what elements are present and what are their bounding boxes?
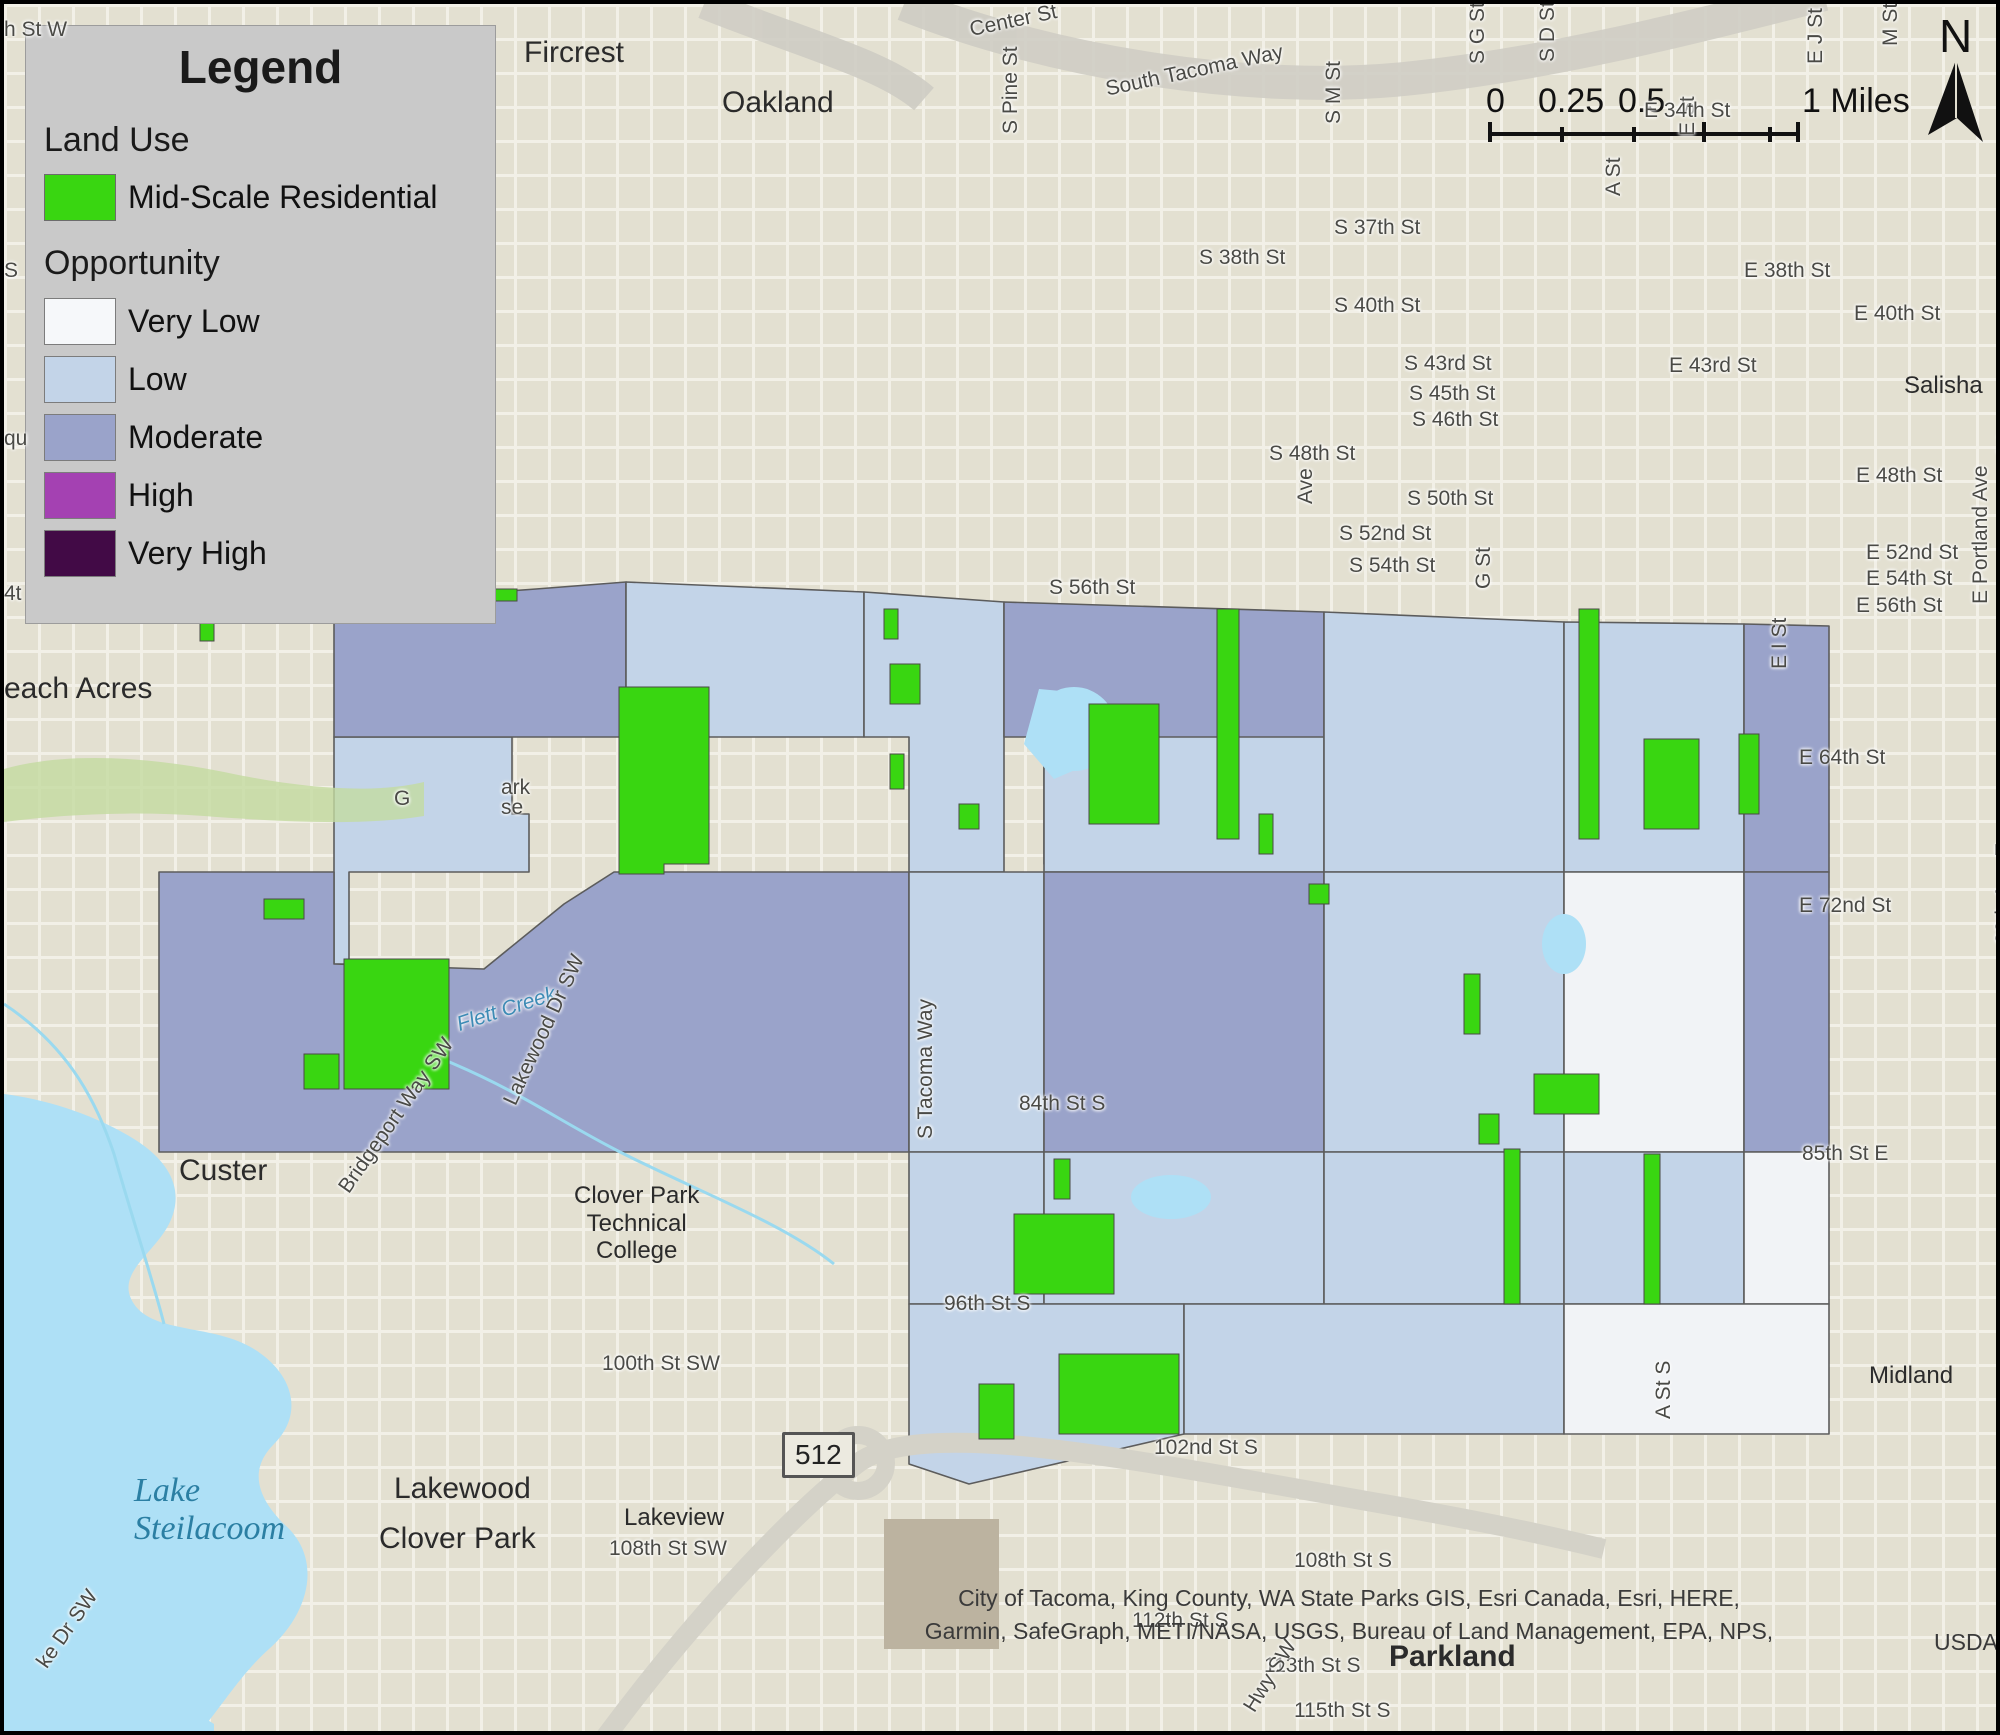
- svg-text:1 Miles: 1 Miles: [1802, 82, 1910, 120]
- svg-text:0: 0: [1486, 82, 1505, 120]
- svg-text:N: N: [1939, 10, 1972, 62]
- svg-text:0.25: 0.25: [1538, 82, 1604, 120]
